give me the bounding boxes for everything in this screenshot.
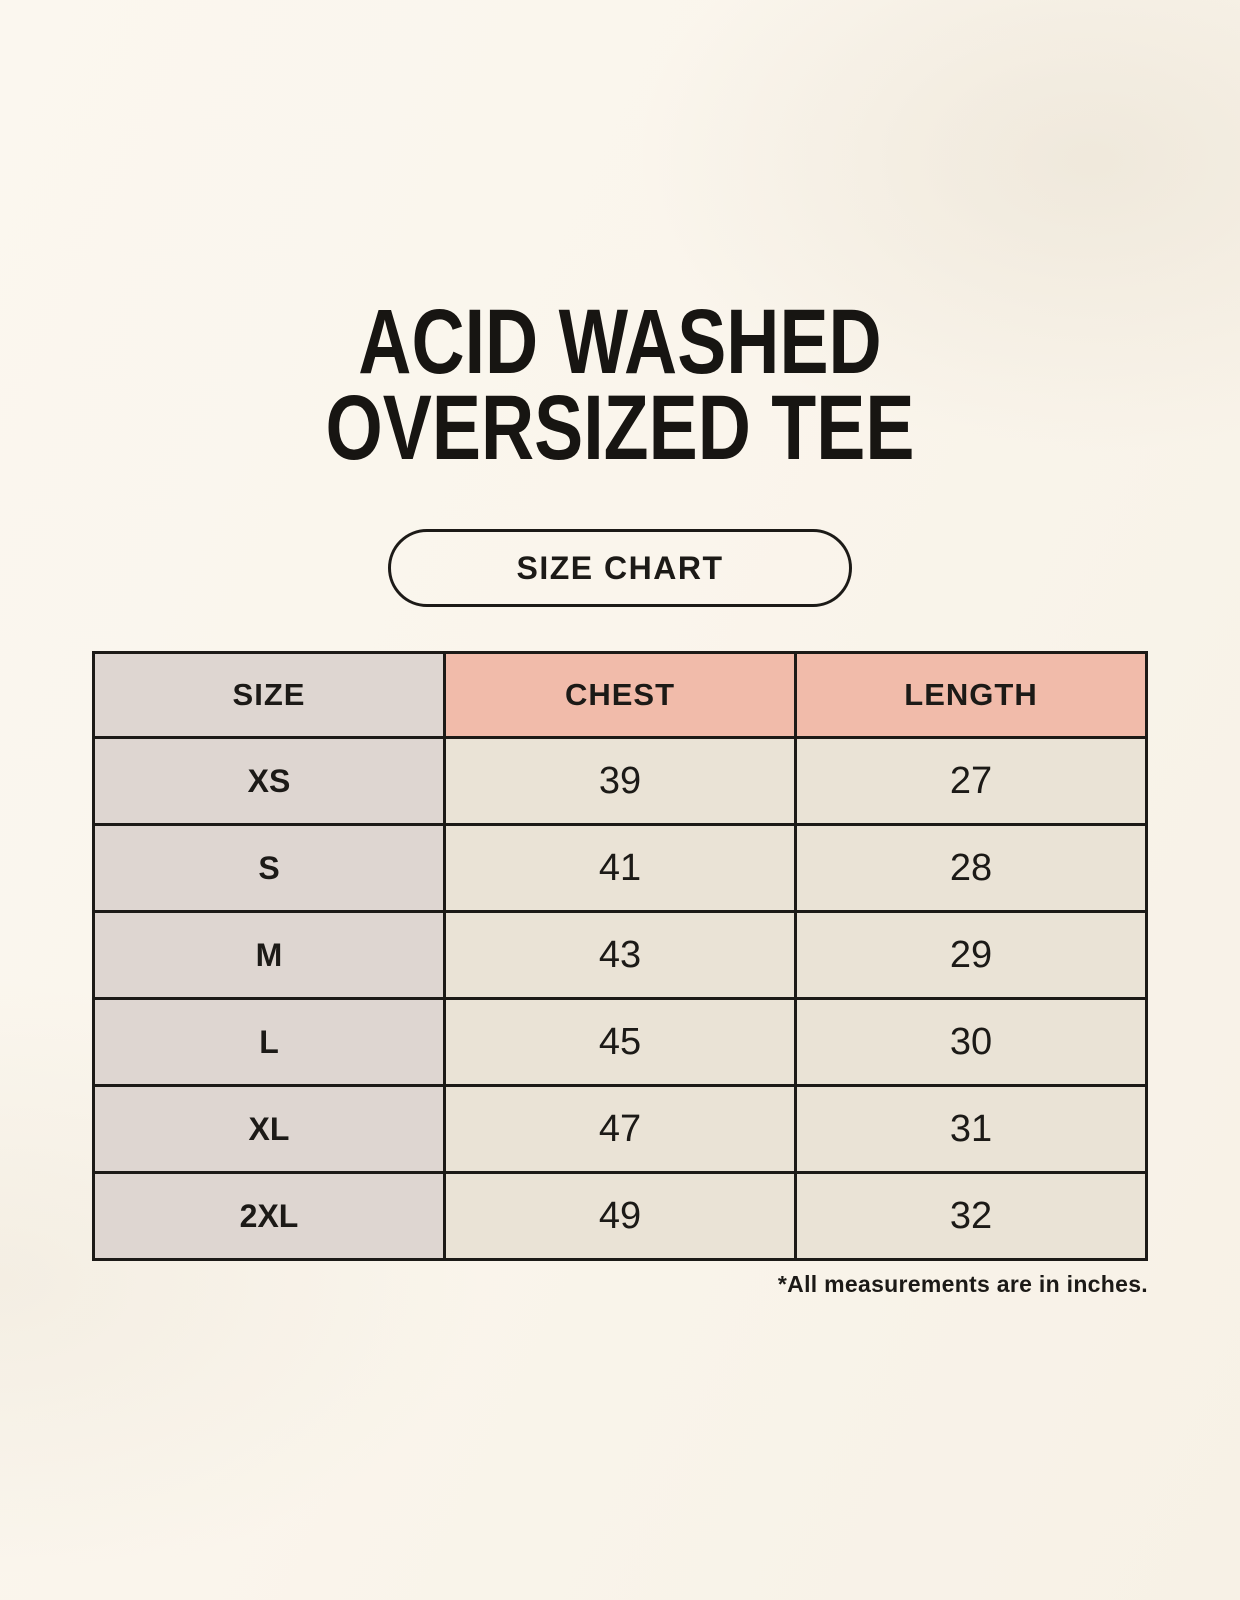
column-header-length: LENGTH — [794, 651, 1148, 740]
size-chart-button[interactable]: SIZE CHART — [388, 529, 852, 608]
length-cell: 32 — [794, 1171, 1148, 1262]
column-header-size: SIZE — [92, 651, 446, 740]
chest-cell: 49 — [443, 1171, 797, 1262]
size-cell: L — [92, 997, 446, 1088]
table-row-m: M 43 29 — [92, 910, 1148, 1001]
size-chart-button-label: SIZE CHART — [516, 549, 724, 586]
size-cell: S — [92, 823, 446, 914]
table-body: XS 39 27 S 41 28 M 43 29 L 45 30 XL 47 — [92, 736, 1148, 1262]
chest-cell: 43 — [443, 910, 797, 1001]
length-cell: 29 — [794, 910, 1148, 1001]
chest-cell: 45 — [443, 997, 797, 1088]
length-cell: 31 — [794, 1084, 1148, 1175]
table-row-xl: XL 47 31 — [92, 1084, 1148, 1175]
column-header-chest: CHEST — [443, 651, 797, 740]
measurements-note: *All measurements are in inches. — [777, 1271, 1148, 1298]
header-row: SIZE CHEST LENGTH — [92, 651, 1148, 740]
length-cell: 28 — [794, 823, 1148, 914]
size-cell: M — [92, 910, 446, 1001]
size-cell: 2XL — [92, 1171, 446, 1262]
size-cell: XL — [92, 1084, 446, 1175]
chest-cell: 47 — [443, 1084, 797, 1175]
table-row-s: S 41 28 — [92, 823, 1148, 914]
length-cell: 30 — [794, 997, 1148, 1088]
size-cell: XS — [92, 736, 446, 827]
chest-cell: 41 — [443, 823, 797, 914]
table-row-xs: XS 39 27 — [92, 736, 1148, 827]
table-row-l: L 45 30 — [92, 997, 1148, 1088]
product-title-line-2: OVERSIZED TEE — [325, 376, 915, 479]
product-title-line-1: ACID WASHED — [358, 291, 882, 393]
table-header: SIZE CHEST LENGTH — [92, 651, 1148, 740]
length-cell: 27 — [794, 736, 1148, 827]
table-row-2xl: 2XL 49 32 — [92, 1171, 1148, 1262]
size-chart-table: SIZE CHEST LENGTH XS 39 27 S 41 28 M 43 … — [92, 651, 1148, 1262]
product-title: ACID WASHED OVERSIZED TEE — [124, 0, 1116, 479]
chest-cell: 39 — [443, 736, 797, 827]
